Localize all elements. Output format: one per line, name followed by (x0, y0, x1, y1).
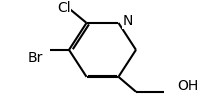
Text: Br: Br (27, 51, 43, 65)
Text: OH: OH (177, 79, 198, 93)
Text: N: N (123, 14, 133, 28)
Text: Cl: Cl (57, 1, 71, 15)
